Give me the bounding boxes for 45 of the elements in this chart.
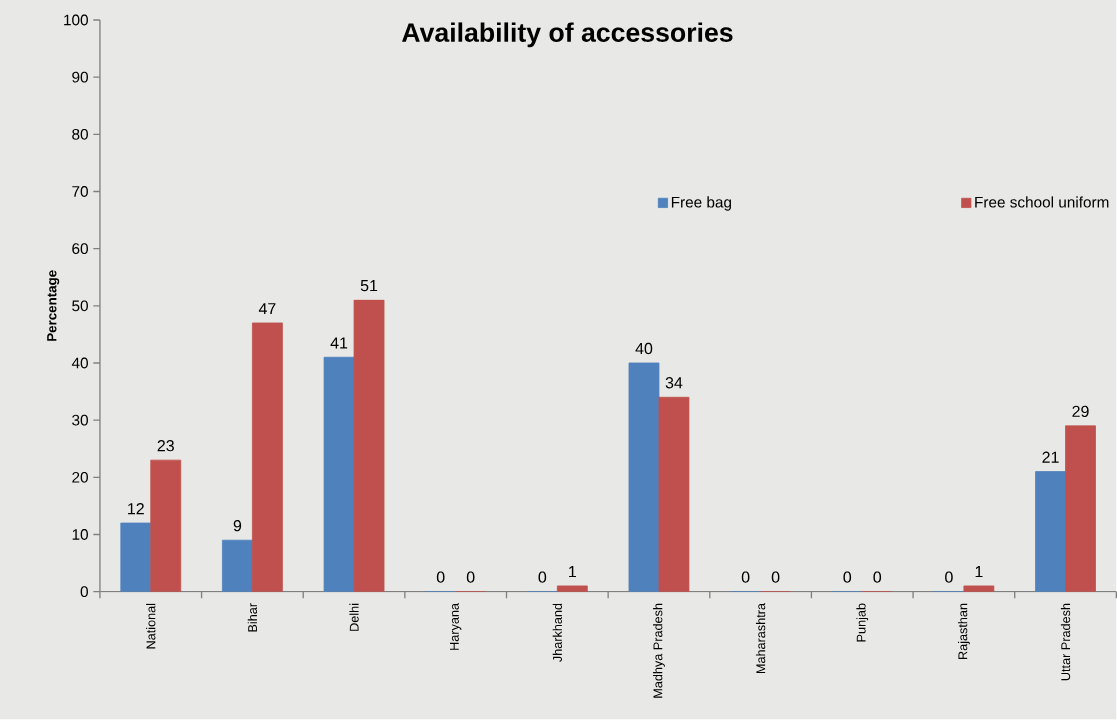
legend-label: Free bag <box>671 196 731 211</box>
x-tick-label: Jharkhand <box>552 604 562 663</box>
data-label: 21 <box>1042 451 1059 463</box>
y-tick-label: 30 <box>72 414 88 426</box>
data-label: 51 <box>360 280 378 292</box>
y-tick-label: 10 <box>72 529 88 541</box>
y-tick-label: 0 <box>80 586 88 598</box>
y-tick-label: 90 <box>72 71 88 83</box>
x-tick-label: Punjab <box>856 603 869 642</box>
y-tick-label: 50 <box>72 300 88 312</box>
data-label: 29 <box>1072 405 1089 418</box>
y-tick-label: 100 <box>64 14 88 26</box>
data-label: 1 <box>975 566 983 578</box>
x-tick-label: Bihar <box>247 603 258 632</box>
data-label: 23 <box>157 440 174 452</box>
y-tick-label: 40 <box>71 357 88 369</box>
data-label: 1 <box>569 566 576 578</box>
data-label: 9 <box>233 520 242 532</box>
y-tick-label: 20 <box>72 472 88 483</box>
data-label: 40 <box>635 343 653 355</box>
legend-label: Free school uniform <box>975 196 1109 208</box>
y-tick-label: 80 <box>72 129 88 140</box>
y-tick-label: 60 <box>72 243 88 255</box>
data-label: 0 <box>843 571 852 584</box>
x-tick-label: Uttar Pradesh <box>1060 604 1071 681</box>
data-label: 34 <box>665 377 683 389</box>
data-label: 0 <box>436 571 445 584</box>
data-label: 12 <box>128 503 144 515</box>
data-label: 0 <box>771 571 780 584</box>
chart-title: Availability of accessories <box>402 22 733 48</box>
x-tick-label: Madhya Pradesh <box>653 604 665 698</box>
data-label: 41 <box>330 337 348 349</box>
data-label: 0 <box>873 571 882 584</box>
y-axis-title: Percentage <box>47 270 60 342</box>
data-label: 0 <box>741 571 750 584</box>
x-tick-label: Rajasthan <box>957 604 970 660</box>
y-tick-label: 70 <box>72 186 88 198</box>
data-label: 0 <box>466 571 475 584</box>
x-tick-label: Delhi <box>349 604 359 632</box>
data-label: 47 <box>258 303 276 315</box>
data-label: 0 <box>945 571 953 584</box>
x-tick-label: National <box>146 604 156 649</box>
data-label: 0 <box>538 571 547 584</box>
x-tick-label: Maharashtra <box>755 603 766 674</box>
x-tick-label: Haryana <box>450 603 462 651</box>
